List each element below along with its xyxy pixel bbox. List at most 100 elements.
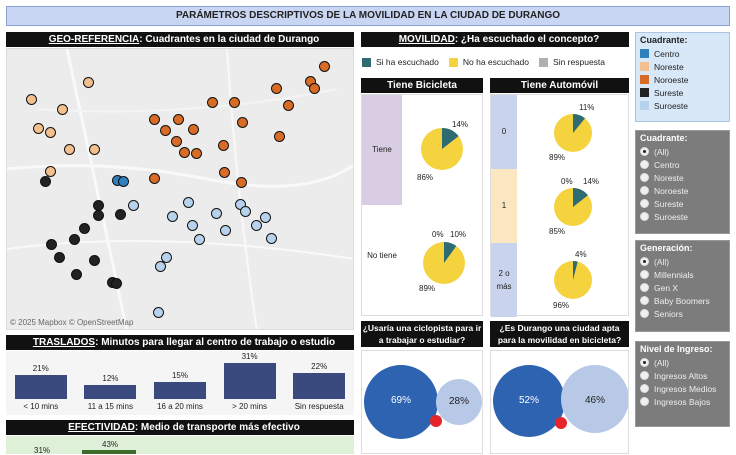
cuadrante-opt-noreste[interactable]: Noreste	[636, 171, 729, 184]
bicicleta-row-tiene: Tiene	[362, 95, 402, 205]
cuadrante-opt-all-label: (All)	[654, 146, 670, 157]
map-point[interactable]	[191, 148, 202, 159]
legend-noroeste[interactable]: Noroeste	[636, 73, 729, 86]
movilidad-header: MOVILIDAD: ¿Ha escuchado el concepto?	[361, 32, 629, 47]
map-point[interactable]	[283, 100, 294, 111]
traslados-bar[interactable]	[14, 375, 67, 399]
map-point[interactable]	[194, 234, 205, 245]
map-point[interactable]	[187, 220, 198, 231]
ingreso-opt-bajos-label: Ingresos Bajos	[654, 396, 711, 407]
map-point[interactable]	[33, 123, 44, 134]
cuadrante-opt-centro[interactable]: Centro	[636, 158, 729, 171]
map-point[interactable]	[179, 147, 190, 158]
map-point[interactable]	[237, 117, 248, 128]
map-point[interactable]	[128, 200, 139, 211]
map-point[interactable]	[26, 94, 37, 105]
map-point[interactable]	[167, 211, 178, 222]
map-point[interactable]	[173, 114, 184, 125]
cuadrante-opt-suroeste[interactable]: Suroeste	[636, 210, 729, 223]
map-point[interactable]	[183, 197, 194, 208]
map-point[interactable]	[260, 212, 271, 223]
map-point[interactable]	[188, 124, 199, 135]
map-point[interactable]	[54, 252, 65, 263]
map-point[interactable]	[45, 166, 56, 177]
page-title: PARÁMETROS DESCRIPTIVOS DE LA MOVILIDAD …	[6, 6, 730, 26]
map-point[interactable]	[220, 225, 231, 236]
legend-sr-label: Sin respuesta	[553, 57, 606, 67]
map-point[interactable]	[71, 269, 82, 280]
map-point[interactable]	[83, 77, 94, 88]
map-point[interactable]	[266, 233, 277, 244]
map-point[interactable]	[69, 234, 80, 245]
legend-sureste[interactable]: Sureste	[636, 86, 729, 99]
generacion-opt-boomers[interactable]: Baby Boomers	[636, 294, 729, 307]
radio-icon	[640, 199, 649, 208]
map-point[interactable]	[149, 173, 160, 184]
traslados-bar[interactable]	[84, 385, 137, 399]
bicicleta-header: Tiene Bicicleta	[361, 78, 483, 93]
map-point[interactable]	[155, 261, 166, 272]
map-point[interactable]	[40, 176, 51, 187]
map-point[interactable]	[89, 144, 100, 155]
legend-suroeste[interactable]: Suroeste	[636, 99, 729, 112]
cuadrante-opt-noroeste[interactable]: Noroeste	[636, 184, 729, 197]
legend-centro-label: Centro	[654, 48, 680, 59]
ingreso-opt-all[interactable]: (All)	[636, 356, 729, 369]
cuadrante-filter-title: Cuadrante:	[640, 133, 688, 143]
ingreso-opt-altos[interactable]: Ingresos Altos	[636, 369, 729, 382]
map-point[interactable]	[46, 239, 57, 250]
map-point[interactable]	[171, 136, 182, 147]
generacion-opt-genx[interactable]: Gen X	[636, 281, 729, 294]
map-point[interactable]	[64, 144, 75, 155]
map-point[interactable]	[240, 206, 251, 217]
traslados-bar-value: 31%	[241, 352, 258, 361]
ingreso-opt-bajos[interactable]: Ingresos Bajos	[636, 395, 729, 408]
map-point[interactable]	[218, 140, 229, 151]
legend-centro[interactable]: Centro	[636, 47, 729, 60]
map-point[interactable]	[207, 97, 218, 108]
traslados-header-rest: : Minutos para llegar al centro de traba…	[95, 337, 336, 348]
map-point[interactable]	[57, 104, 68, 115]
map-point[interactable]	[89, 255, 100, 266]
auto-row-0-label: 0	[501, 127, 507, 136]
radio-icon	[640, 283, 649, 292]
map-point[interactable]	[118, 176, 129, 187]
traslados-bar[interactable]	[223, 363, 276, 399]
map-point[interactable]	[93, 210, 104, 221]
map-point[interactable]	[161, 252, 172, 263]
generacion-filter: Generación: (All) Millennials Gen X Baby…	[635, 240, 730, 332]
traslados-bar[interactable]	[293, 373, 346, 399]
traslados-bar-value: 15%	[171, 371, 188, 380]
map-point[interactable]	[251, 220, 262, 231]
map-point[interactable]	[309, 83, 320, 94]
map-point[interactable]	[229, 97, 240, 108]
legend-noroeste-label: Noroeste	[654, 74, 689, 85]
generacion-opt-millennials[interactable]: Millennials	[636, 268, 729, 281]
legend-noreste-swatch	[640, 62, 649, 71]
map[interactable]: © 2025 Mapbox © OpenStreetMap	[6, 48, 354, 330]
generacion-opt-all[interactable]: (All)	[636, 255, 729, 268]
legend-noreste[interactable]: Noreste	[636, 60, 729, 73]
map-point[interactable]	[274, 131, 285, 142]
generacion-opt-seniors[interactable]: Seniors	[636, 307, 729, 320]
map-point[interactable]	[319, 61, 330, 72]
map-point[interactable]	[271, 83, 282, 94]
map-point[interactable]	[236, 177, 247, 188]
traslados-bar[interactable]	[154, 382, 206, 399]
map-point[interactable]	[219, 167, 230, 178]
legend-noreste-label: Noreste	[654, 61, 684, 72]
ingreso-opt-medios[interactable]: Ingresos Medios	[636, 382, 729, 395]
cuadrante-opt-all[interactable]: (All)	[636, 145, 729, 158]
cuadrante-opt-sureste[interactable]: Sureste	[636, 197, 729, 210]
map-point[interactable]	[153, 307, 164, 318]
map-point[interactable]	[111, 278, 122, 289]
map-point[interactable]	[211, 208, 222, 219]
legend-suroeste-swatch	[640, 101, 649, 110]
traslados-bar-label: > 20 mins	[232, 402, 268, 411]
legend-no-swatch	[448, 57, 458, 67]
map-point[interactable]	[160, 125, 171, 136]
map-point[interactable]	[79, 223, 90, 234]
map-point[interactable]	[45, 127, 56, 138]
map-point[interactable]	[149, 114, 160, 125]
map-point[interactable]	[115, 209, 126, 220]
